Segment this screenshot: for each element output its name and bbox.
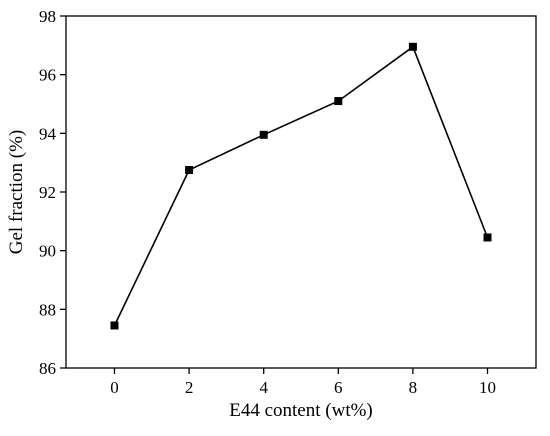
data-point: [185, 166, 194, 174]
x-tick-label: 0: [110, 378, 119, 397]
data-point: [408, 42, 417, 51]
x-tick-label: 2: [185, 378, 194, 397]
y-axis-ticks: 86 88 90 92 94 96 98: [39, 7, 66, 378]
x-axis-ticks: 0 2 4 6 8 10: [110, 368, 496, 397]
data-point: [110, 321, 119, 330]
data-point: [483, 233, 492, 242]
series-line: [113, 45, 489, 326]
y-tick-label: 90: [39, 242, 56, 261]
y-tick-label: 88: [39, 300, 56, 319]
x-tick-label: 8: [409, 378, 418, 397]
x-tick-label: 4: [259, 378, 268, 397]
y-tick-label: 86: [39, 359, 56, 378]
y-tick-label: 94: [39, 124, 57, 143]
y-axis-label: Gel fraction (%): [6, 130, 27, 255]
x-axis-label: E44 content (wt%): [229, 400, 373, 421]
x-tick-label: 6: [334, 378, 343, 397]
y-tick-label: 92: [39, 183, 56, 202]
data-point: [259, 130, 268, 139]
plot-frame: [65, 15, 537, 369]
y-tick-label: 96: [39, 66, 56, 85]
y-tick-label: 98: [39, 7, 56, 26]
series-layer: [110, 42, 492, 330]
data-point: [334, 97, 343, 106]
x-tick-label: 10: [479, 378, 496, 397]
